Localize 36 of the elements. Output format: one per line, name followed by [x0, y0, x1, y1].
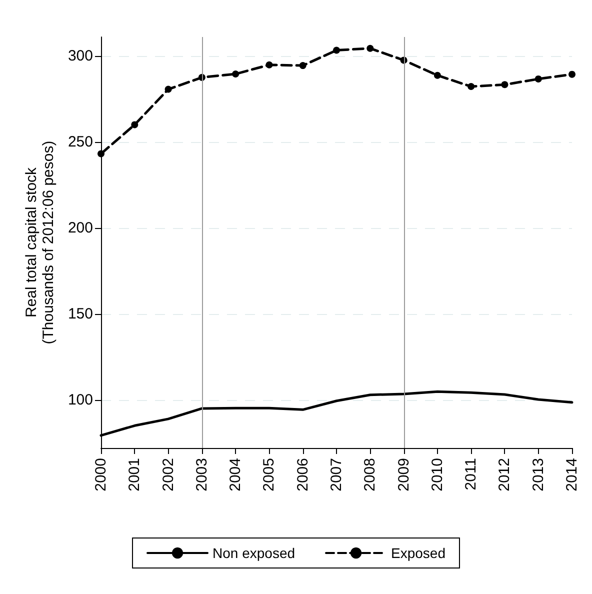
- x-tick-label: 2002: [160, 458, 177, 492]
- x-tick-label: 2004: [227, 458, 244, 492]
- x-tick-label: 2008: [362, 458, 379, 492]
- point: [568, 70, 576, 78]
- x-tick-label: 2013: [530, 458, 547, 492]
- legend-label: Non exposed: [212, 545, 296, 561]
- x-tick-label: 2012: [496, 458, 514, 492]
- y-tick-label: 150: [68, 305, 93, 322]
- legend-label: Exposed: [391, 545, 446, 561]
- x-tick-label: 2000: [92, 458, 110, 492]
- point: [299, 62, 306, 70]
- point: [131, 121, 138, 128]
- point: [434, 72, 441, 79]
- point: [232, 70, 240, 78]
- y-tick-label: 300: [68, 47, 93, 64]
- point: [501, 81, 508, 88]
- x-tick-label: 2003: [193, 458, 210, 492]
- point: [98, 150, 104, 158]
- x-tick-label: 2005: [260, 458, 278, 492]
- y-axis-title: Real total capital stock (Thousands of 2012:06 pesos): [23, 140, 58, 344]
- point: [266, 61, 273, 68]
- point: [534, 75, 542, 82]
- x-tick-label: 2006: [294, 458, 312, 492]
- x-tick-label: 2011: [462, 458, 480, 490]
- point: [164, 86, 172, 93]
- point: [468, 83, 475, 90]
- x-tick-label: 2007: [328, 458, 345, 492]
- point: [333, 46, 340, 54]
- x-tick-label: 2009: [395, 458, 412, 492]
- x-tick-label: 2001: [126, 458, 144, 492]
- x-tick-label: 2010: [428, 458, 446, 492]
- y-tick-label: 100: [68, 391, 93, 408]
- y-tick-label: 200: [68, 219, 93, 236]
- x-tick-label: 2014: [564, 458, 580, 492]
- point: [366, 44, 374, 52]
- y-tick-label: 250: [68, 133, 93, 150]
